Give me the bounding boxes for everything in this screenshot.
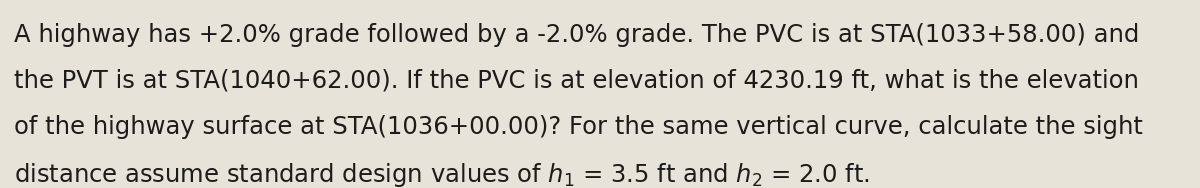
Text: distance assume standard design values of $h_1$ = 3.5 ft and $h_2$ = 2.0 ft.: distance assume standard design values o… [14,161,870,188]
Text: the PVT is at STA(1040+62.00). If the PVC is at elevation of 4230.19 ft, what is: the PVT is at STA(1040+62.00). If the PV… [14,69,1139,93]
Text: A highway has +2.0% grade followed by a -2.0% grade. The PVC is at STA(1033+58.0: A highway has +2.0% grade followed by a … [14,23,1140,47]
Text: of the highway surface at STA(1036+00.00)? For the same vertical curve, calculat: of the highway surface at STA(1036+00.00… [14,115,1144,139]
